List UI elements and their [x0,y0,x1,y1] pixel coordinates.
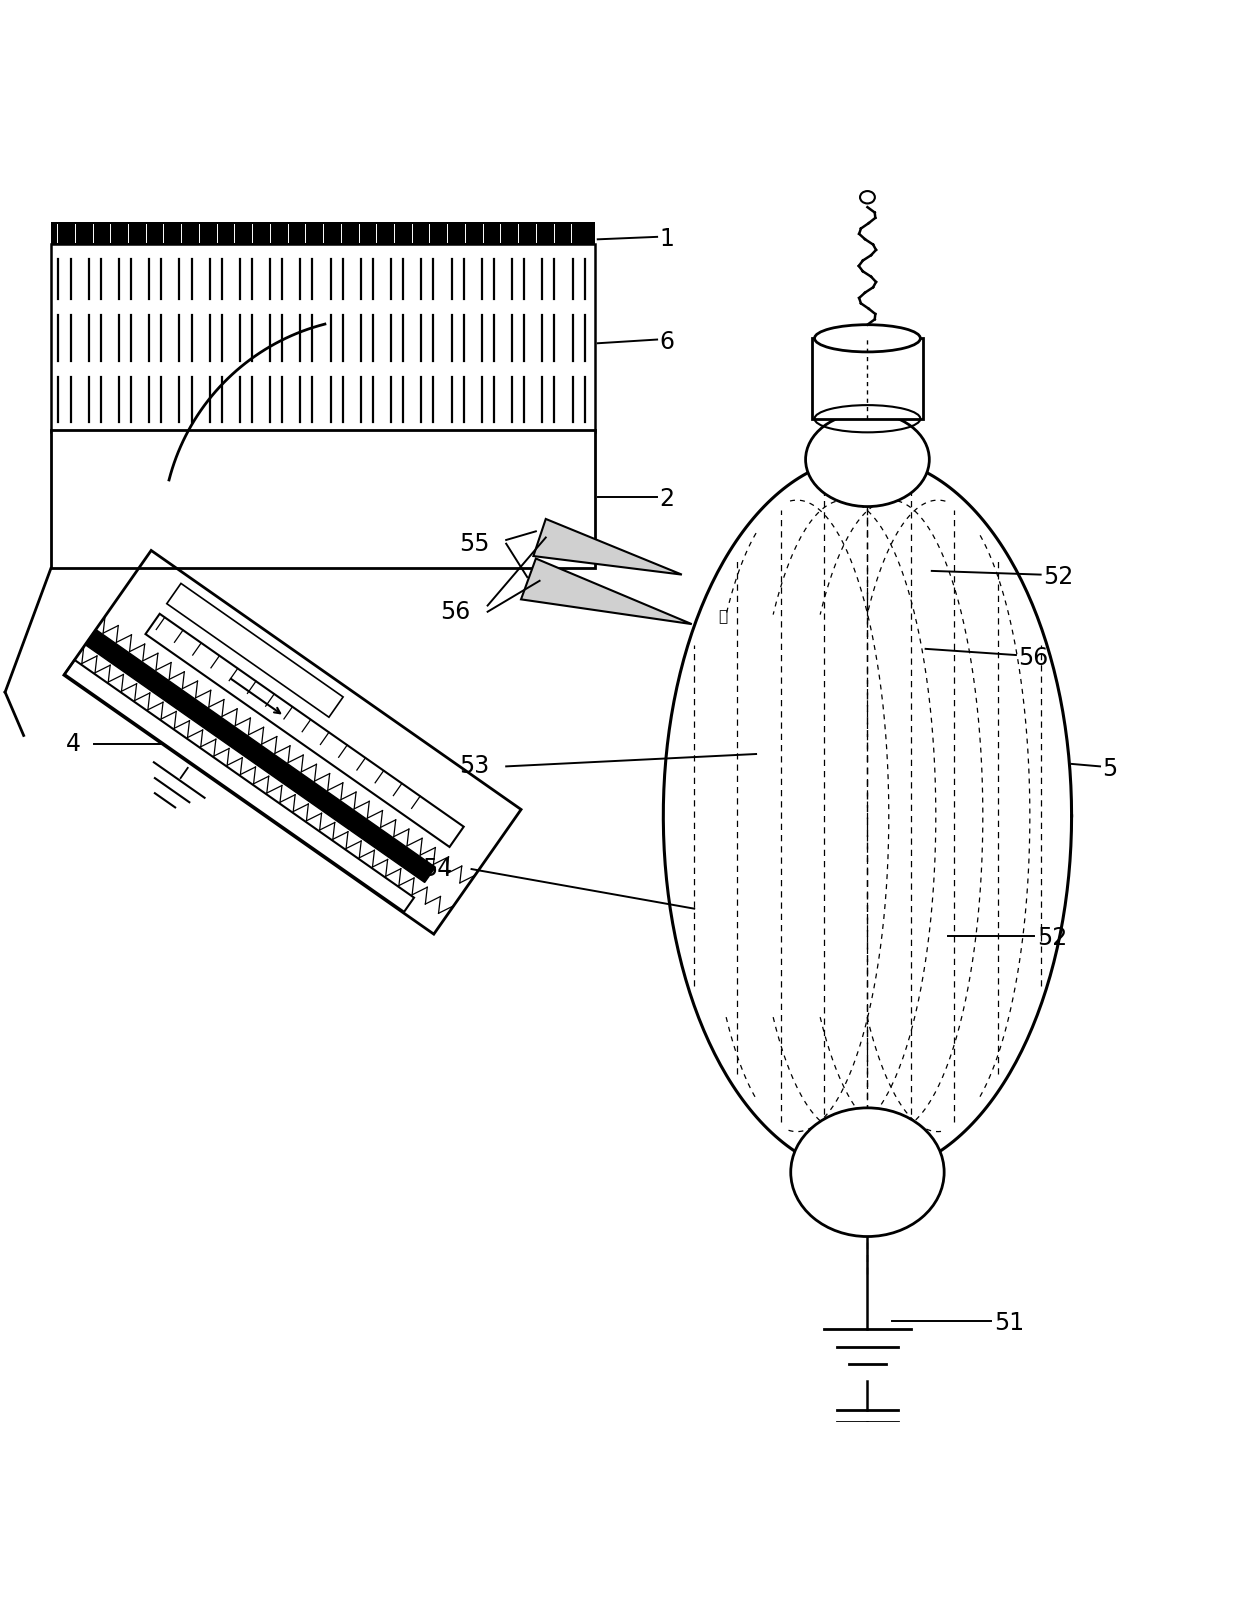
Ellipse shape [791,1107,944,1236]
Text: 51: 51 [993,1311,1024,1335]
Text: 4: 4 [66,733,81,757]
Polygon shape [86,630,435,882]
Bar [812,339,923,419]
Text: ≋: ≋ [718,609,727,624]
Polygon shape [521,559,692,624]
Text: 52: 52 [1043,566,1074,590]
Text: 5: 5 [1102,757,1117,781]
Text: 55: 55 [459,532,490,556]
Text: 2: 2 [660,487,675,511]
Text: 53: 53 [459,754,490,778]
Text: 56: 56 [1018,646,1049,670]
Ellipse shape [815,325,920,352]
Ellipse shape [806,413,929,506]
Bar [51,244,595,432]
Bar [51,429,595,569]
Text: 1: 1 [660,227,675,251]
Text: 56: 56 [440,599,471,624]
Text: 54: 54 [422,857,453,881]
Text: 6: 6 [660,329,675,354]
Polygon shape [533,519,682,575]
Bar [51,222,595,244]
Text: 52: 52 [1037,926,1068,950]
